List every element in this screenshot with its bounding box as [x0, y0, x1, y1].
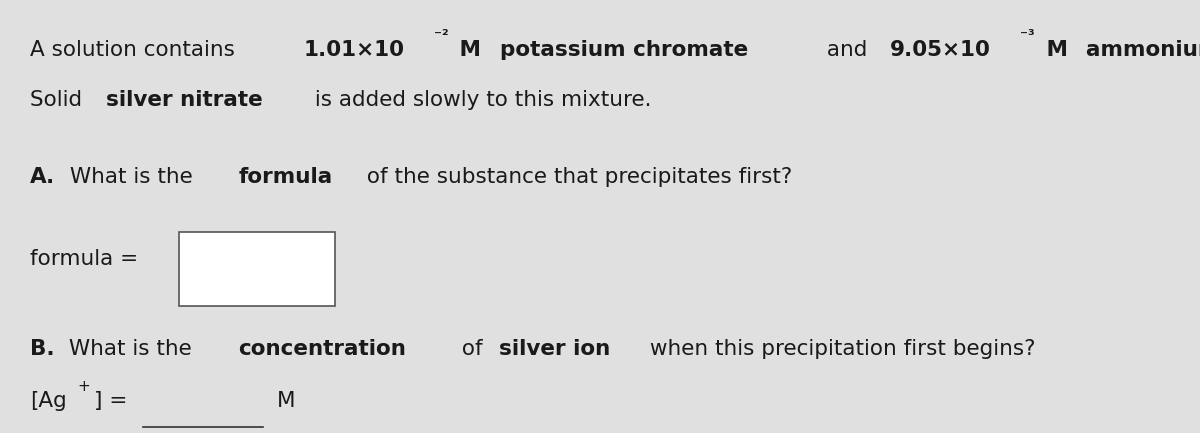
Text: 1.01×10: 1.01×10 — [304, 40, 404, 60]
Text: M: M — [452, 40, 488, 60]
Text: What is the: What is the — [62, 167, 199, 187]
Text: silver nitrate: silver nitrate — [106, 90, 263, 110]
Text: ] =: ] = — [94, 391, 127, 411]
Text: and: and — [820, 40, 874, 60]
FancyBboxPatch shape — [179, 232, 335, 306]
Text: ⁻²: ⁻² — [433, 28, 448, 43]
Text: 9.05×10: 9.05×10 — [890, 40, 991, 60]
Text: [Ag: [Ag — [30, 391, 67, 411]
Text: ammonium cyanide: ammonium cyanide — [1086, 40, 1200, 60]
Text: when this precipitation first begins?: when this precipitation first begins? — [643, 339, 1036, 359]
Text: M: M — [277, 391, 296, 411]
Text: A solution contains: A solution contains — [30, 40, 241, 60]
Text: is added slowly to this mixture.: is added slowly to this mixture. — [308, 90, 652, 110]
Text: concentration: concentration — [238, 339, 406, 359]
Text: M: M — [1039, 40, 1075, 60]
Text: of: of — [455, 339, 490, 359]
Text: formula =: formula = — [30, 249, 138, 269]
Text: +: + — [78, 379, 90, 394]
Text: silver ion: silver ion — [499, 339, 611, 359]
Text: ⁻³: ⁻³ — [1020, 28, 1034, 43]
Text: What is the: What is the — [61, 339, 198, 359]
Text: potassium chromate: potassium chromate — [499, 40, 748, 60]
Text: Solid: Solid — [30, 90, 89, 110]
Text: formula: formula — [239, 167, 334, 187]
Text: of the substance that precipitates first?: of the substance that precipitates first… — [360, 167, 793, 187]
Text: A.: A. — [30, 167, 55, 187]
Text: B.: B. — [30, 339, 55, 359]
